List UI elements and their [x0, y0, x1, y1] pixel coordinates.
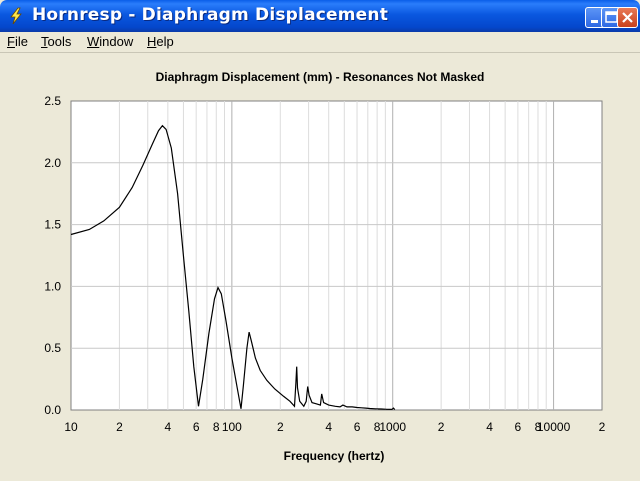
displacement-curve — [70, 124, 396, 411]
chart-panel: Diaphragm Displacement (mm) - Resonances… — [0, 53, 640, 481]
menu-window[interactable]: Window — [87, 34, 134, 49]
y-tick-label: 2.0 — [44, 156, 61, 170]
plot-area — [70, 100, 603, 411]
displacement-chart: Diaphragm Displacement (mm) - Resonances… — [44, 70, 605, 463]
x-tick-label: 2 — [438, 420, 445, 434]
x-tick-label: 2 — [116, 420, 123, 434]
x-axis-label: Frequency (hertz) — [284, 449, 385, 463]
x-tick-label: 10 — [64, 420, 78, 434]
menu-window-mnemonic: W — [87, 34, 100, 49]
y-axis-ticks: 0.0 0.5 1.0 1.5 2.0 2.5 — [44, 94, 61, 417]
minimize-icon — [591, 20, 598, 23]
menu-bar: File Tools Window Help — [0, 32, 640, 53]
x-tick-label: 100 — [222, 420, 242, 434]
x-tick-label: 6 — [193, 420, 200, 434]
x-tick-label: 8 — [374, 420, 381, 434]
x-tick-label: 4 — [165, 420, 172, 434]
menu-file[interactable]: File — [7, 34, 28, 49]
window-title: Hornresp - Diaphragm Displacement — [32, 5, 389, 25]
x-tick-label: 8 — [535, 420, 542, 434]
x-tick-label: 2 — [599, 420, 606, 434]
grid-lines — [71, 101, 602, 410]
x-tick-label: 6 — [354, 420, 361, 434]
y-tick-label: 1.0 — [44, 279, 61, 293]
menu-tools[interactable]: Tools — [41, 34, 72, 49]
y-tick-label: 2.5 — [44, 94, 61, 108]
menu-tools-mnemonic: T — [41, 34, 48, 49]
close-button[interactable] — [617, 7, 638, 28]
x-tick-label: 4 — [486, 420, 493, 434]
menu-help[interactable]: Help — [147, 34, 174, 49]
app-icon — [10, 7, 22, 25]
chart-title: Diaphragm Displacement (mm) - Resonances… — [156, 70, 485, 84]
y-tick-label: 1.5 — [44, 218, 61, 232]
title-bar[interactable]: Hornresp - Diaphragm Displacement — [0, 0, 640, 32]
x-tick-label: 8 — [213, 420, 220, 434]
x-tick-label: 4 — [325, 420, 332, 434]
x-tick-label: 10000 — [537, 420, 571, 434]
y-tick-label: 0.0 — [44, 403, 61, 417]
x-tick-label: 2 — [277, 420, 284, 434]
x-tick-label: 6 — [515, 420, 522, 434]
close-icon — [622, 12, 633, 23]
x-tick-label: 1000 — [379, 420, 406, 434]
y-tick-label: 0.5 — [44, 341, 61, 355]
menu-file-mnemonic: F — [7, 34, 15, 49]
menu-help-mnemonic: H — [147, 34, 157, 49]
